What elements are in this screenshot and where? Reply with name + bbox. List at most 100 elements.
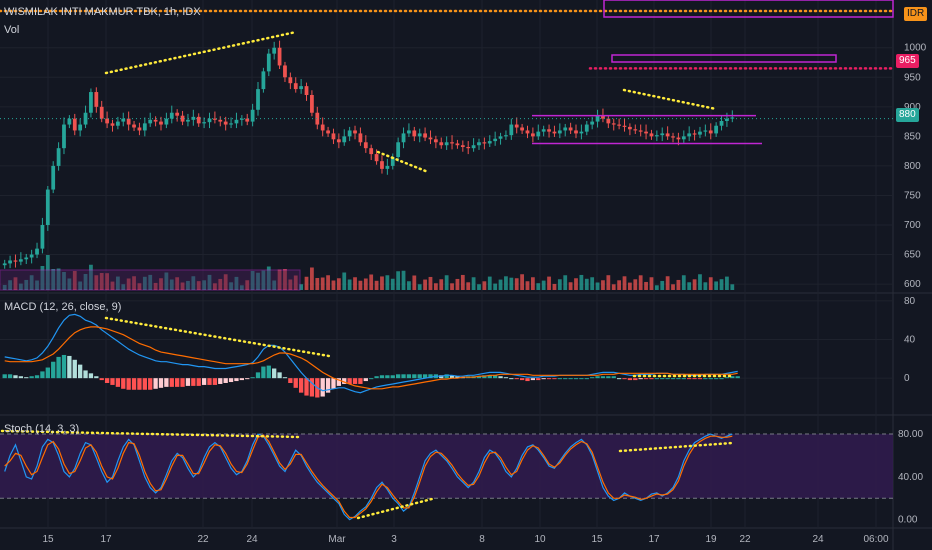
volume-bar xyxy=(78,281,83,290)
candle-body xyxy=(234,119,239,124)
time-tick-label: 22 xyxy=(739,534,751,545)
volume-bar xyxy=(649,277,654,290)
volume-bars xyxy=(2,255,735,290)
volume-highlight-box xyxy=(0,269,301,291)
candle-body xyxy=(671,136,675,138)
trend-line xyxy=(376,150,430,174)
candle-body xyxy=(78,124,83,131)
volume-bar xyxy=(207,274,212,290)
candle-body xyxy=(477,142,481,146)
candle-body xyxy=(250,109,255,122)
macd-histogram-bar xyxy=(175,378,180,387)
volume-bar xyxy=(482,281,487,290)
macd-histogram-bar xyxy=(121,378,126,389)
time-tick-label: 06:00 xyxy=(863,534,888,545)
candle-body xyxy=(180,115,185,122)
volume-bar xyxy=(601,280,605,290)
macd-histogram-bar xyxy=(223,378,228,383)
volume-bar xyxy=(89,264,93,290)
candle-body xyxy=(121,118,126,122)
volume-bar xyxy=(552,283,557,290)
volume-bar xyxy=(256,272,260,290)
candle-body xyxy=(557,130,562,134)
candle-body xyxy=(202,122,207,124)
volume-bar xyxy=(234,276,239,290)
candle-body xyxy=(186,119,190,122)
candle-body xyxy=(552,131,557,134)
macd-histogram-bar xyxy=(643,378,649,380)
candle-body xyxy=(358,133,363,143)
candle-body xyxy=(218,119,223,122)
volume-bar xyxy=(2,284,7,290)
candle-body xyxy=(62,124,66,149)
price-axis[interactable]: 600 650 700 750 800 850 900 950 1000 0 40 80 0.00 40.… xyxy=(898,43,927,526)
volume-bar xyxy=(547,276,551,290)
volume-bar xyxy=(396,271,401,290)
macd-histogram-bar xyxy=(45,367,50,379)
volume-bar xyxy=(493,283,498,290)
candle-body xyxy=(347,130,352,137)
candle-body xyxy=(380,161,384,169)
macd-histogram-bar xyxy=(34,375,40,379)
volume-bar xyxy=(72,271,77,290)
drawings[interactable] xyxy=(0,0,895,520)
candle-body xyxy=(563,127,568,131)
symbol-title[interactable]: WISMILAK INTI MAKMUR TBK, 1h, IDX xyxy=(4,6,201,18)
candle-body xyxy=(29,254,34,258)
volume-bar xyxy=(67,278,72,290)
volume-bar xyxy=(299,284,304,290)
candle-body xyxy=(498,136,503,139)
volume-bar xyxy=(633,279,638,290)
macd-tick-label: 40 xyxy=(904,335,916,346)
trend-line xyxy=(104,30,298,75)
volume-bar xyxy=(579,274,584,290)
candle-body xyxy=(169,112,174,119)
candle-body xyxy=(326,130,330,134)
stoch-divergence-line xyxy=(618,441,734,453)
candle-body xyxy=(283,65,287,78)
candle-body xyxy=(288,77,293,84)
candle-body xyxy=(396,142,401,158)
macd-histogram-bar xyxy=(104,378,110,383)
volume-bar xyxy=(342,272,347,290)
price-tick-label: 950 xyxy=(904,72,921,83)
candle-body xyxy=(374,154,379,162)
candle-body xyxy=(698,131,702,135)
stoch-title[interactable]: Stoch (14, 3, 3) xyxy=(4,423,80,435)
stoch-tick-label: 80.00 xyxy=(898,429,923,440)
candle-body xyxy=(390,157,395,166)
volume-bar xyxy=(358,280,363,290)
candle-body xyxy=(579,131,584,134)
volume-bar xyxy=(283,269,287,290)
volume-bar xyxy=(725,276,729,290)
volume-bar xyxy=(137,283,142,290)
stoch-k-line xyxy=(4,433,733,521)
macd-title[interactable]: MACD (12, 26, close, 9) xyxy=(4,301,122,313)
price-tick-label: 700 xyxy=(904,220,921,231)
candle-body xyxy=(385,165,390,169)
candle-body xyxy=(277,47,282,66)
candle-body xyxy=(72,118,77,131)
candle-body xyxy=(196,116,201,124)
macd-histogram-bar xyxy=(83,370,88,379)
time-tick-label: 10 xyxy=(534,534,546,545)
volume-bar xyxy=(266,266,271,290)
volume-label[interactable]: Vol xyxy=(4,24,20,36)
candle-body xyxy=(310,95,314,113)
macd-histogram-bar xyxy=(40,371,45,379)
macd-histogram-bar xyxy=(245,378,250,380)
time-axis[interactable]: 15 17 22 24 Mar 3 8 10 15 17 19 22 24 06:00 xyxy=(42,534,889,545)
time-tick-label: 19 xyxy=(705,534,717,545)
macd-histogram-bar xyxy=(385,375,390,379)
macd-histogram-bar xyxy=(557,378,562,380)
macd-histogram-bar xyxy=(352,378,358,384)
volume-bar xyxy=(223,274,228,290)
volume-bar xyxy=(320,277,325,290)
candle-body xyxy=(687,133,692,137)
candle-body xyxy=(439,142,444,146)
candle-body xyxy=(24,257,29,260)
macd-histogram-bar xyxy=(552,378,557,380)
macd-histogram-bar xyxy=(724,377,730,379)
macd-histogram-bar xyxy=(422,374,428,379)
